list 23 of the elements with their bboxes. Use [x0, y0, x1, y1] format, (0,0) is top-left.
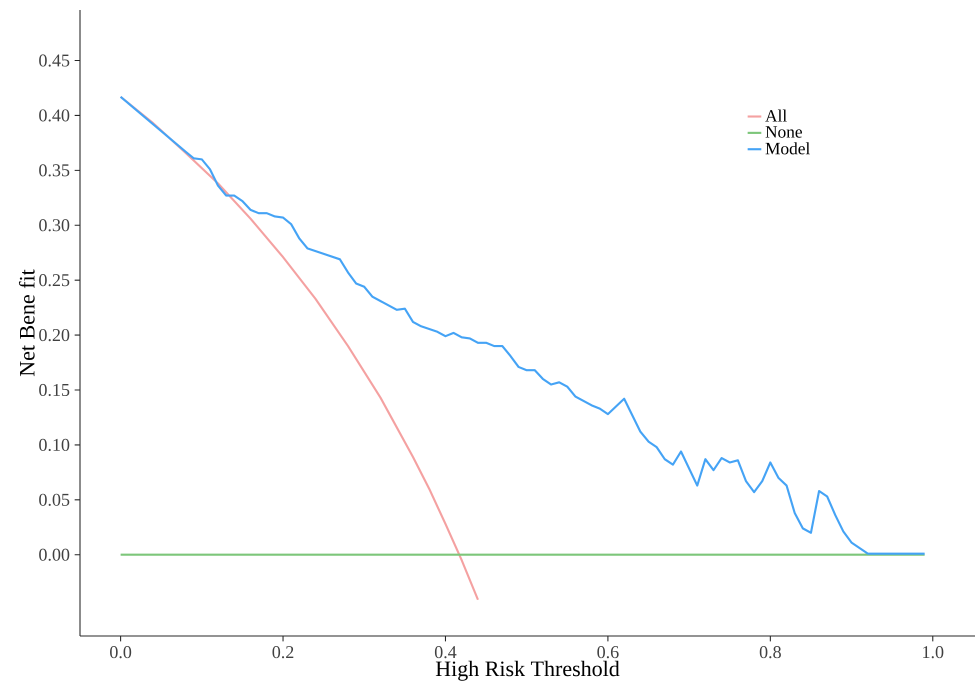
- x-tick-label: 0.6: [597, 646, 619, 658]
- x-tick-label: 0.8: [760, 646, 781, 658]
- y-tick-label: 0.30: [39, 219, 70, 232]
- y-tick-label: 0.05: [39, 494, 70, 506]
- x-tick-label: 0.2: [272, 646, 294, 658]
- legend-label: All: [765, 110, 787, 122]
- x-tick-label: 1.0: [923, 646, 944, 658]
- y-tick-label: 0.10: [39, 438, 70, 452]
- y-axis-title: Net Bene fit: [18, 269, 35, 376]
- y-tick-label: 0.00: [39, 548, 70, 561]
- y-tick-label: 0.45: [39, 54, 70, 67]
- y-tick-label: 0.35: [39, 164, 70, 176]
- line-series: [120, 96, 480, 601]
- legend-label: Model: [766, 142, 810, 154]
- line-series: [120, 96, 926, 555]
- y-tick-label: 0.25: [39, 274, 70, 286]
- y-tick-label: 0.20: [39, 328, 70, 342]
- y-tick-label: 0.15: [39, 384, 70, 396]
- legend-label: None: [766, 126, 802, 138]
- x-tick-label: 0.4: [434, 646, 456, 658]
- x-axis-title: High Risk Threshold: [436, 660, 620, 681]
- y-tick-label: 0.40: [39, 109, 70, 122]
- x-tick-label: 0.0: [110, 646, 132, 658]
